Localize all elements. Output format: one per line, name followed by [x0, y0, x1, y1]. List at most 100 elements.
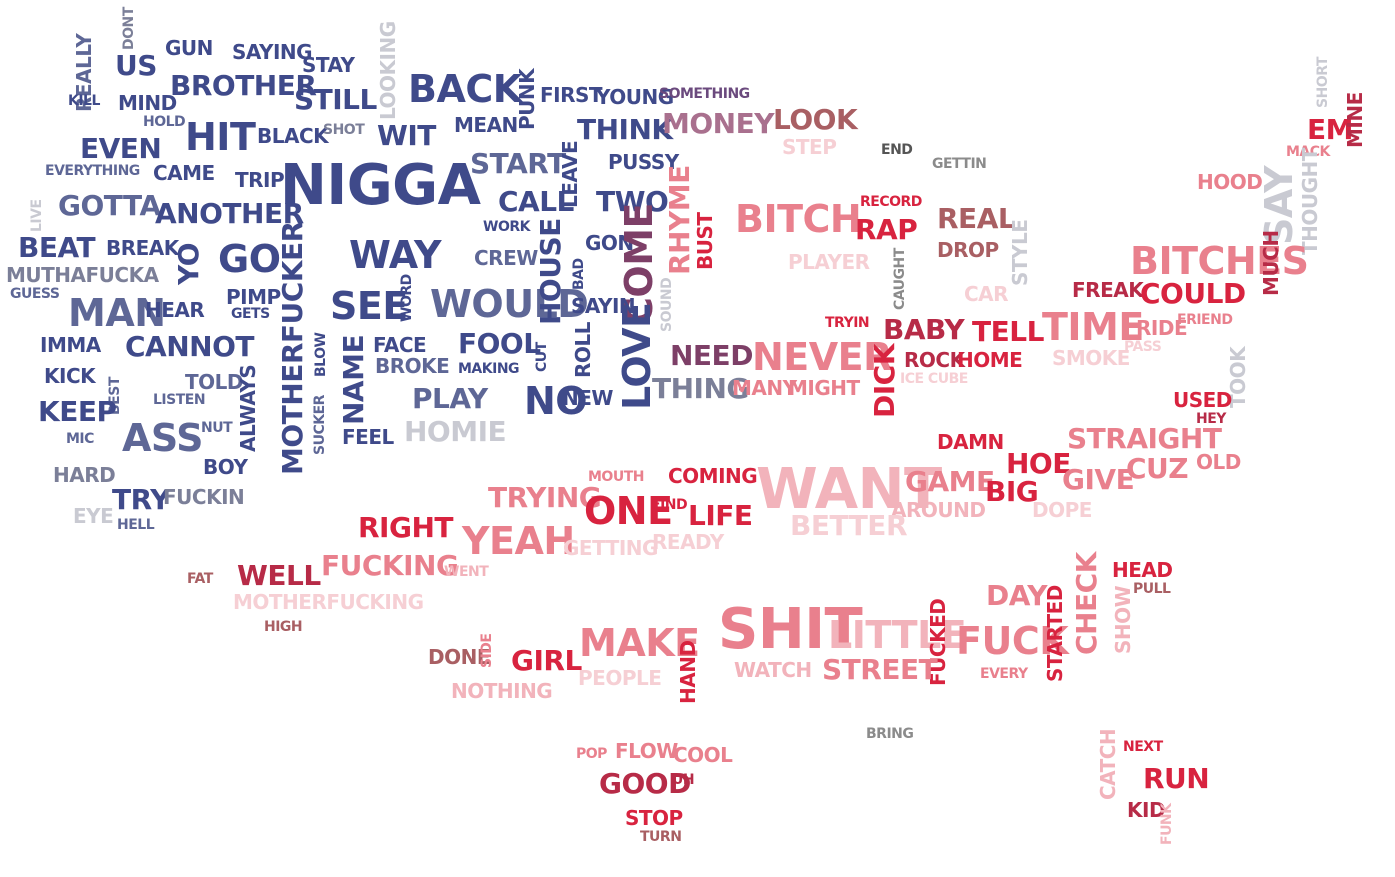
word-hoe: HOE [1006, 447, 1071, 480]
word-life: LIFE [688, 499, 753, 532]
word-trip: TRIP [235, 168, 285, 192]
word-sayin: SAYIN [571, 294, 636, 318]
word-around: AROUND [891, 498, 986, 522]
word-blow: BLOW [313, 332, 329, 377]
word-cannot: CANNOT [125, 330, 255, 363]
word-ass: ASS [122, 416, 203, 460]
word-player: PLAYER [788, 250, 870, 274]
word-em: EM [1307, 113, 1354, 146]
word-cut: CUT [534, 342, 550, 372]
word-eye: EYE [73, 504, 114, 528]
word-ready: READY [652, 530, 724, 554]
word-back: BACK [408, 67, 522, 111]
word-tryin: TRYIN [825, 315, 870, 331]
word-always: ALWAYS [236, 364, 260, 452]
word-beat: BEAT [18, 231, 96, 264]
word-went: WENT [444, 564, 489, 580]
word-many: MANY [732, 376, 797, 400]
word-feel: FEEL [342, 425, 394, 449]
word-gets: GETS [231, 306, 270, 322]
word-cuz: CUZ [1126, 452, 1189, 485]
word-hell: HELL [117, 517, 155, 533]
word-style: STYLE [1008, 219, 1032, 286]
word-used: USED [1173, 388, 1232, 412]
word-fuck: FUCK [956, 619, 1069, 663]
word-game: GAME [905, 465, 995, 498]
word-trying: TRYING [488, 481, 602, 514]
word-imma: IMMA [40, 333, 101, 357]
word-love: LOVE [615, 302, 659, 410]
word-see: SEE [330, 284, 408, 328]
word-saying: SAYING [232, 40, 313, 64]
word-fuckin: FUCKIN [163, 485, 245, 509]
word-next: NEXT [1123, 739, 1163, 755]
word-listen: LISTEN [153, 392, 206, 408]
word-sound: SOUND [659, 277, 675, 332]
word-rap: RAP [855, 213, 918, 246]
word-smoke: SMOKE [1052, 346, 1130, 370]
word-never: NEVER [752, 335, 892, 379]
word-still: STILL [294, 83, 377, 116]
word-ride: RIDE [1136, 316, 1188, 340]
word-stop: STOP [625, 806, 683, 830]
word-mind: MIND [118, 91, 177, 115]
word-give: GIVE [1062, 463, 1135, 496]
word-better: BETTER [790, 509, 908, 542]
word-sucker: SUCKER [312, 395, 328, 455]
word-pimp: PIMP [226, 285, 281, 309]
word-make: MAKE [579, 621, 700, 665]
word-making: MAKING [458, 361, 520, 377]
word-word: WORD [399, 274, 415, 322]
word-gun: GUN [165, 36, 213, 60]
word-done: DONE [428, 645, 491, 669]
word-kid: KID [1127, 798, 1166, 822]
word-ice-cube: ICE CUBE [900, 371, 968, 387]
word-bitches: BITCHES [1130, 239, 1309, 283]
word-gettin: GETTIN [932, 156, 987, 172]
word-people: PEOPLE [578, 666, 662, 690]
word-house: HOUSE [534, 218, 567, 325]
word-uh: UH [672, 772, 695, 788]
word-day: DAY [986, 579, 1048, 612]
word-hood: HOOD [1197, 170, 1263, 194]
word-street: STREET [822, 653, 938, 686]
word-looking: LOOKING [376, 21, 400, 120]
word-rhyme: RHYME [663, 165, 696, 275]
word-muthafucka: MUTHAFUCKA [6, 263, 159, 287]
word-real: REAL [937, 202, 1016, 235]
word-nut: NUT [201, 420, 233, 436]
word-dope: DOPE [1032, 498, 1092, 522]
word-shot: SHOT [323, 122, 365, 138]
word-yo: YO [172, 242, 205, 285]
word-hit: HIT [185, 115, 256, 159]
word-play: PLAY [412, 382, 488, 415]
word-old: OLD [1196, 450, 1241, 474]
word-live: LIVE [29, 199, 45, 232]
word-big: BIG [985, 475, 1039, 508]
word-turn: TURN [640, 829, 682, 845]
word-check: CHECK [1070, 552, 1103, 655]
word-two: TWO [596, 185, 669, 218]
word-freak: FREAK [1072, 278, 1144, 302]
word-even: EVEN [80, 132, 162, 165]
word-would: WOULD [430, 282, 589, 326]
word-first: FIRST [540, 83, 603, 107]
word-mine: MINE [1343, 92, 1367, 148]
word-guess: GUESS [10, 286, 60, 302]
word-no: NO [524, 379, 588, 423]
word-told: TOLD [185, 370, 244, 394]
word-might: MIGHT [788, 376, 860, 400]
word-bad: BAD [571, 258, 587, 290]
word-dont: DONT [121, 7, 137, 50]
word-friend: FRIEND [1177, 312, 1233, 328]
word-record: RECORD [860, 194, 922, 210]
word-roll: ROLL [571, 322, 595, 378]
word-go: GO [218, 237, 281, 281]
word-cool: COOL [673, 743, 733, 767]
word-well: WELL [237, 559, 321, 592]
word-tell: TELL [972, 315, 1044, 348]
word-damn: DAMN [937, 430, 1004, 454]
word-head: HEAD [1112, 558, 1173, 582]
word-name: NAME [337, 334, 370, 425]
